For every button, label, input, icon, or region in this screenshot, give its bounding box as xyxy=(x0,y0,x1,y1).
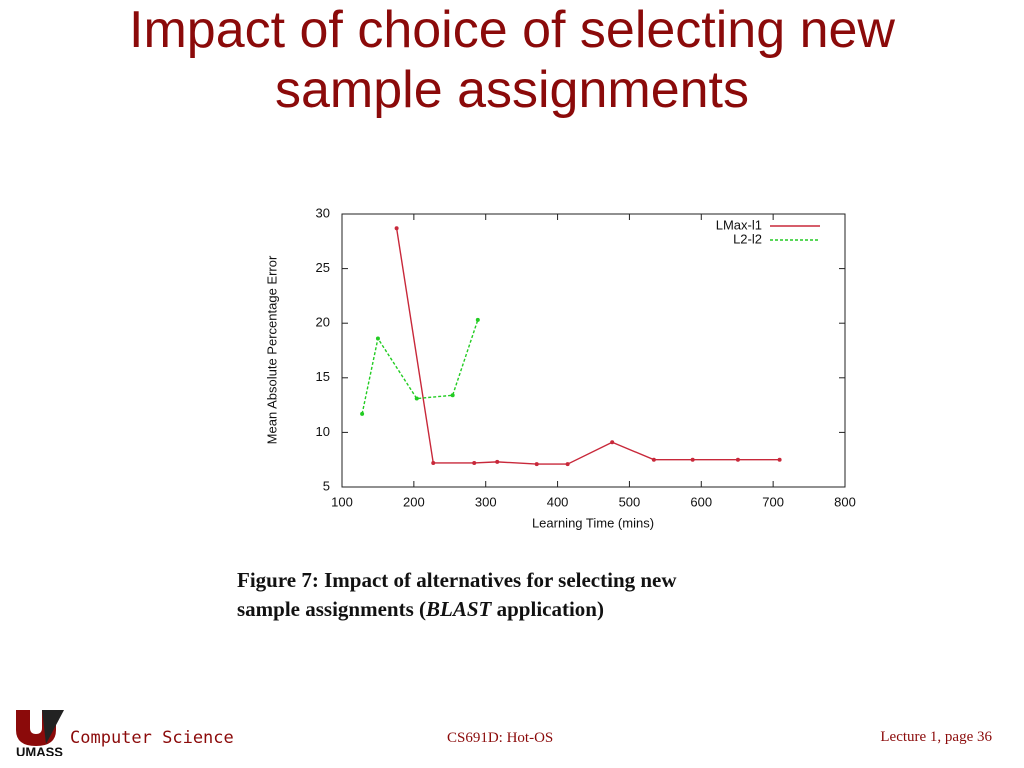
x-tick-label: 800 xyxy=(834,494,856,509)
title-line: sample assignments xyxy=(275,61,749,119)
logo-text: UMASS xyxy=(16,744,63,756)
data-point xyxy=(565,462,570,467)
caption-emphasis: BLAST xyxy=(426,597,492,621)
umass-logo: UMASS xyxy=(16,710,64,756)
logo-shape xyxy=(42,710,64,744)
x-tick-label: 200 xyxy=(403,494,425,509)
series-line xyxy=(395,228,780,465)
caption-text: sample assignments ( xyxy=(237,597,427,621)
y-tick-label: 15 xyxy=(316,369,330,384)
data-point xyxy=(534,462,539,467)
data-point xyxy=(651,457,656,462)
footer-course: CS691D: Hot-OS xyxy=(447,730,554,746)
y-tick-label: 5 xyxy=(323,478,330,493)
figure-caption: Figure 7: Impact of alternatives for sel… xyxy=(237,566,677,624)
y-tick-label: 20 xyxy=(316,315,330,330)
x-tick-label: 600 xyxy=(690,494,712,509)
data-point xyxy=(610,440,615,445)
x-axis-label: Learning Time (mins) xyxy=(532,515,654,530)
x-tick-label: 500 xyxy=(619,494,641,509)
legend-label: LMax-l1 xyxy=(716,217,762,232)
legend-label: L2-l2 xyxy=(733,231,762,246)
data-point xyxy=(495,459,500,464)
x-tick-label: 100 xyxy=(331,494,353,509)
y-tick-label: 25 xyxy=(316,260,330,275)
data-point xyxy=(394,226,399,231)
slide-title: Impact of choice of selecting new sample… xyxy=(0,0,1024,120)
title-line: Impact of choice of selecting new xyxy=(129,1,895,59)
series-line xyxy=(361,319,479,414)
data-point xyxy=(431,460,436,465)
footer-page: Lecture 1, page 36 xyxy=(880,729,992,745)
data-point xyxy=(360,411,365,416)
data-point xyxy=(475,317,480,322)
y-tick-label: 10 xyxy=(316,424,330,439)
data-point xyxy=(375,336,380,341)
caption-text: application) xyxy=(491,597,604,621)
data-point xyxy=(777,457,782,462)
y-axis-label: Mean Absolute Percentage Error xyxy=(264,255,279,444)
footer-department: Computer Science xyxy=(70,728,234,748)
data-point xyxy=(450,393,455,398)
y-tick-label: 30 xyxy=(316,205,330,220)
x-tick-label: 400 xyxy=(547,494,569,509)
x-tick-label: 700 xyxy=(762,494,784,509)
x-tick-label: 300 xyxy=(475,494,497,509)
data-point xyxy=(472,460,477,465)
caption-line: Figure 7: Impact of alternatives for sel… xyxy=(237,568,677,592)
data-point xyxy=(690,457,695,462)
data-point xyxy=(414,396,419,401)
data-point xyxy=(735,457,740,462)
plot-frame xyxy=(341,213,846,488)
caption-line: sample assignments (BLAST application) xyxy=(237,595,677,624)
